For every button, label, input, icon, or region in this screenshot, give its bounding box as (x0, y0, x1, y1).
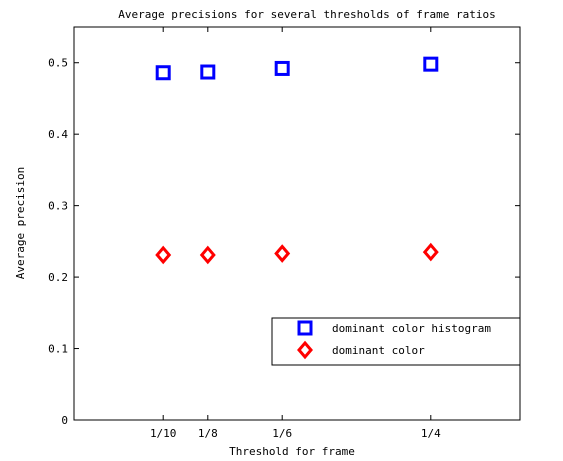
y-tick-label: 0.4 (48, 128, 68, 141)
histogram-point (274, 60, 290, 76)
y-tick-label: 0 (61, 414, 68, 427)
data-marks (155, 56, 439, 265)
dominant-color-point (155, 245, 172, 265)
chart-title: Average precisions for several threshold… (118, 8, 496, 21)
histogram-point (423, 56, 439, 72)
dominant-color-point (199, 245, 216, 265)
dominant-color-point (274, 244, 291, 263)
legend-label-dominant-color: dominant color (332, 344, 425, 357)
legend-marker-dominant-color (297, 340, 313, 360)
y-axis-label: Average precision (14, 167, 27, 280)
histogram-point (200, 64, 216, 80)
x-tick-label: 1/8 (198, 427, 218, 440)
y-tick-label: 0.5 (48, 57, 68, 70)
y-tick-label: 0.1 (48, 343, 68, 356)
y-tick-label: 0.3 (48, 200, 68, 213)
legend-label-histogram: dominant color histogram (332, 322, 491, 335)
y-tick-label: 0.2 (48, 271, 68, 284)
x-tick-label: 1/6 (272, 427, 292, 440)
legend-box (271, 317, 521, 366)
legend: dominant color histogram dominant color (271, 317, 521, 366)
x-tick-label: 1/10 (150, 427, 177, 440)
histogram-point (155, 65, 171, 81)
x-axis-label: Threshold for frame (229, 445, 355, 458)
plot-area (73, 26, 521, 421)
x-tick-label: 1/4 (421, 427, 441, 440)
legend-marker-histogram (297, 320, 313, 336)
dominant-color-point (422, 242, 439, 262)
axis-ticks: 0 0.1 0.2 0.3 0.4 0.5 1/10 1/8 1/6 1/4 (48, 27, 520, 440)
